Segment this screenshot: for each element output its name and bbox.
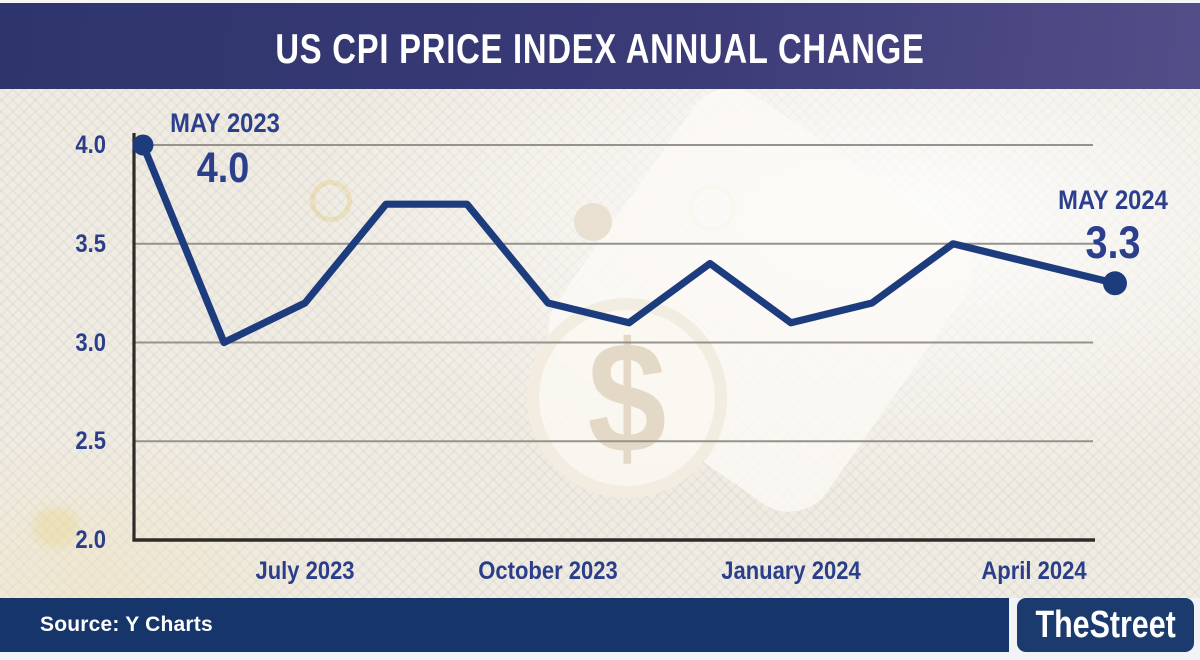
- source-bar: Source: Y Charts: [0, 598, 1009, 652]
- chart-title: US CPI PRICE INDEX ANNUAL CHANGE: [275, 25, 925, 72]
- thestreet-logo: TheStreet: [1017, 598, 1194, 652]
- chart-area-background: $: [0, 89, 1200, 598]
- dollar-coin-watermark: $: [527, 298, 727, 498]
- thestreet-logo-text: TheStreet: [1035, 603, 1176, 646]
- background-decoration-blob: [33, 507, 79, 547]
- header-banner: US CPI PRICE INDEX ANNUAL CHANGE: [0, 0, 1200, 89]
- source-text: Source: Y Charts: [40, 613, 213, 636]
- dollar-sign-icon: $: [587, 310, 667, 486]
- price-tag-hole: [574, 203, 612, 241]
- background-decoration-ring: [310, 180, 352, 222]
